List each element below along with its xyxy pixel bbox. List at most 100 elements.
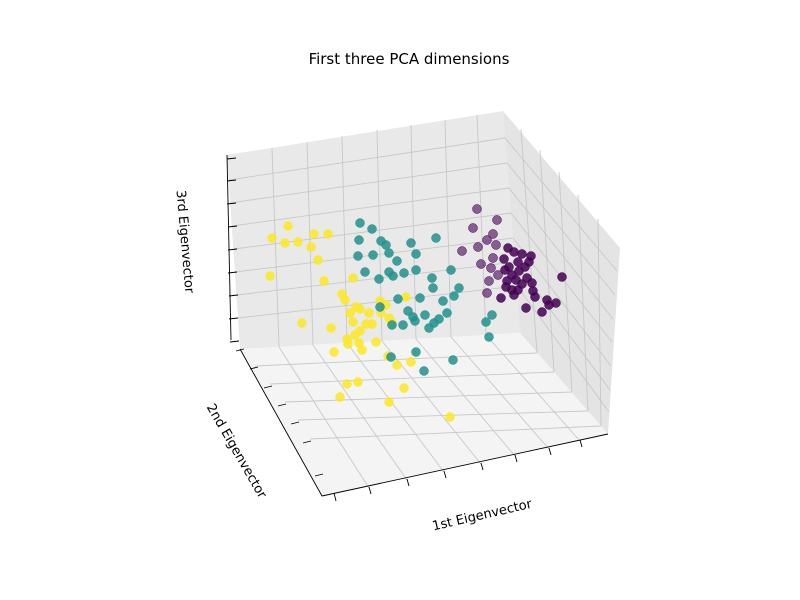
purple-point — [493, 270, 503, 280]
yellow-point — [399, 383, 409, 393]
yellow-point — [371, 337, 381, 347]
purple-point — [499, 254, 509, 264]
yellow-point — [280, 238, 290, 248]
yellow-point — [265, 271, 275, 281]
yellow-point — [361, 319, 371, 329]
teal-point — [355, 218, 365, 228]
purple-point — [544, 300, 554, 310]
teal-point — [419, 366, 429, 376]
teal-point — [387, 320, 397, 330]
yellow-point — [392, 360, 402, 370]
teal-point — [368, 250, 378, 260]
teal-point — [481, 317, 491, 327]
yellow-point — [319, 276, 329, 286]
tick-marks — [226, 157, 583, 502]
yellow-point — [384, 397, 394, 407]
purple-point — [482, 288, 492, 298]
teal-point — [399, 268, 409, 278]
chart-title: First three PCA dimensions — [309, 50, 510, 68]
yellow-point — [401, 292, 411, 302]
y-axis-label: 2nd Eigenvector — [203, 401, 270, 501]
purple-point — [457, 246, 467, 256]
teal-point — [386, 352, 396, 362]
teal-point — [374, 274, 384, 284]
yellow-point — [293, 237, 303, 247]
z-axis-line — [226, 154, 232, 341]
x-axis-label: 1st Eigenvector — [431, 497, 534, 535]
purple-point — [492, 215, 502, 225]
teal-point — [487, 310, 497, 320]
teal-point — [484, 332, 494, 342]
yellow-point — [348, 273, 358, 283]
teal-point — [354, 235, 364, 245]
teal-point — [381, 240, 391, 250]
teal-point — [375, 302, 385, 312]
purple-point — [473, 242, 483, 252]
purple-point — [517, 279, 527, 289]
purple-point — [527, 278, 537, 288]
teal-point — [420, 310, 430, 320]
teal-point — [393, 294, 403, 304]
yellow-point — [326, 323, 336, 333]
purple-point — [517, 249, 527, 259]
purple-point — [521, 303, 531, 313]
teal-point — [448, 355, 458, 365]
yellow-point — [445, 412, 455, 422]
teal-point — [411, 249, 421, 259]
purple-point — [476, 259, 486, 269]
yellow-point — [357, 345, 367, 355]
teal-point — [454, 283, 464, 293]
teal-point — [438, 296, 448, 306]
yellow-point — [329, 347, 339, 357]
axis-lines — [226, 154, 609, 497]
yellow-point — [283, 221, 293, 231]
purple-point — [537, 307, 547, 317]
purple-point — [468, 223, 478, 233]
yellow-point — [345, 308, 355, 318]
data-points — [265, 204, 567, 422]
yellow-point — [348, 317, 358, 327]
teal-point — [406, 238, 416, 248]
yellow-point — [306, 242, 316, 252]
teal-point — [415, 293, 425, 303]
purple-point — [507, 285, 517, 295]
teal-point — [367, 224, 377, 234]
teal-point — [427, 273, 437, 283]
yellow-point — [355, 304, 365, 314]
yellow-point — [343, 339, 353, 349]
teal-point — [449, 291, 459, 301]
teal-point — [428, 283, 438, 293]
purple-point — [491, 240, 501, 250]
yellow-point — [406, 357, 416, 367]
teal-point — [384, 248, 394, 258]
axis-panes — [227, 111, 620, 496]
teal-point — [392, 256, 402, 266]
teal-point — [360, 267, 370, 277]
purple-point — [530, 292, 540, 302]
teal-point — [410, 316, 420, 326]
teal-point — [446, 265, 456, 275]
teal-point — [431, 233, 441, 243]
purple-point — [472, 204, 482, 214]
yellow-point — [350, 330, 360, 340]
purple-point — [524, 257, 534, 267]
purple-point — [509, 247, 519, 257]
yellow-point — [267, 233, 277, 243]
purple-point — [514, 266, 524, 276]
yellow-point — [297, 318, 307, 328]
teal-point — [411, 347, 421, 357]
teal-point — [353, 251, 363, 261]
purple-point — [486, 263, 496, 273]
purple-point — [488, 229, 498, 239]
yellow-point — [335, 392, 345, 402]
purple-point — [500, 265, 510, 275]
yellow-point — [364, 308, 374, 318]
teal-point — [411, 265, 421, 275]
purple-point — [482, 235, 492, 245]
yellow-point — [323, 229, 333, 239]
x-axis-line — [321, 433, 609, 497]
purple-point — [488, 253, 498, 263]
y-axis-line — [239, 348, 323, 497]
z-axis-label: 3rd Eigenvector — [173, 190, 197, 295]
